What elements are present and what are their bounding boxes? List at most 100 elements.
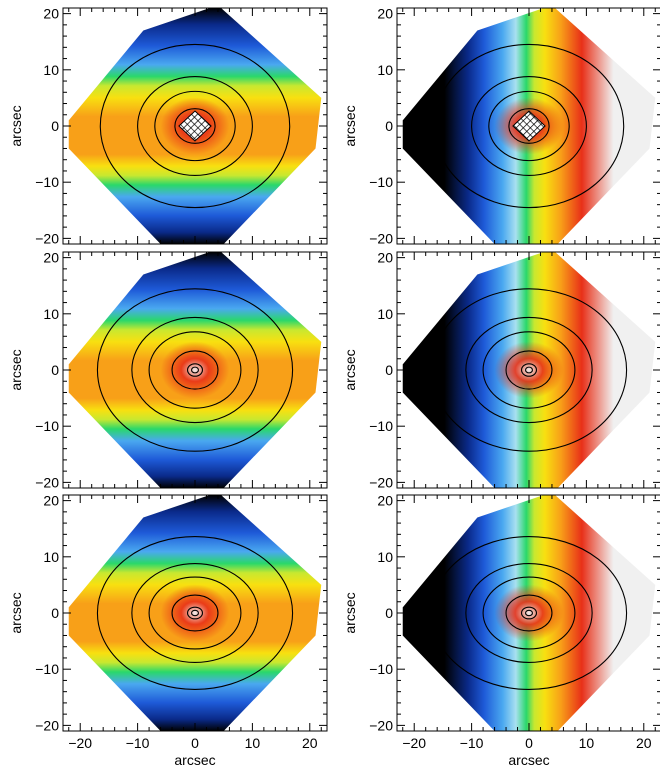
y-tick-label: 0: [385, 605, 393, 621]
y-tick-label: −20: [35, 717, 59, 733]
contour-line: [186, 606, 204, 620]
y-tick-label: 20: [377, 6, 393, 22]
panel-3-2: −20 −10 0 10 20 −20 −10 0 10 20 arcsec arcsec: [342, 493, 660, 768]
contour-line: [131, 316, 259, 424]
y-tick-label: 10: [377, 62, 393, 78]
contour-line: [96, 288, 294, 452]
tick-marks: [397, 495, 660, 731]
contour-line: [482, 576, 576, 650]
heatmap-field: [402, 495, 656, 731]
contour-line: [191, 609, 199, 617]
tick-marks: [397, 8, 660, 244]
contour-line: [488, 90, 570, 162]
panel-3-1: −20 −10 0 10 20 −20 −10 0 10 20 arcsec arcsec: [8, 493, 328, 768]
contour-set: [430, 536, 628, 690]
contour-line: [465, 316, 593, 424]
y-axis-title: arcsec: [8, 349, 24, 390]
y-tick-label: 20: [43, 250, 59, 266]
y-axis-title: arcsec: [342, 592, 358, 633]
contour-line: [148, 331, 242, 409]
y-axis-title: arcsec: [342, 105, 358, 146]
contour-set: [99, 43, 291, 209]
contour-set: [430, 288, 628, 452]
y-tick-label: 10: [43, 62, 59, 78]
y-tick-label: 0: [51, 605, 59, 621]
panel-1-1: −20 −10 0 10 20 arcsec: [8, 6, 328, 246]
y-tick-label: 20: [43, 6, 59, 22]
contour-line: [520, 363, 538, 377]
contour-line: [154, 90, 236, 162]
y-axis-title: arcsec: [342, 349, 358, 390]
contour-line: [520, 606, 538, 620]
contour-line: [137, 76, 253, 176]
contour-line: [131, 563, 259, 663]
y-tick-label: −10: [369, 661, 393, 677]
y-tick-label: 10: [377, 306, 393, 322]
contour-line: [174, 108, 216, 144]
y-tick-label: −10: [35, 174, 59, 190]
y-axis-title: arcsec: [8, 105, 24, 146]
core-glow: [494, 341, 564, 399]
x-axis-title: arcsec: [508, 752, 549, 768]
x-tick-label: −10: [460, 735, 484, 751]
y-tick-label: 20: [377, 493, 393, 509]
panel-1-2: −20 −10 0 10 20 arcsec: [342, 6, 660, 246]
y-tick-label: 20: [377, 250, 393, 266]
y-tick-label: −20: [369, 717, 393, 733]
contour-line: [505, 350, 553, 390]
contour-line: [191, 366, 199, 374]
contour-line: [471, 76, 587, 176]
y-tick-label: −10: [35, 418, 59, 434]
y-tick-label: 0: [51, 118, 59, 134]
x-tick-label: −20: [402, 735, 426, 751]
x-tick-label: 0: [191, 735, 199, 751]
y-tick-label: 0: [51, 362, 59, 378]
x-tick-label: −20: [68, 735, 92, 751]
y-tick-label: −10: [369, 418, 393, 434]
core-glow: [160, 584, 230, 642]
y-tick-label: 10: [377, 549, 393, 565]
y-tick-label: −10: [35, 661, 59, 677]
contour-line: [482, 331, 576, 409]
contour-line: [186, 363, 204, 377]
core-glow: [494, 584, 564, 642]
x-axis-title: arcsec: [174, 752, 215, 768]
contour-line: [171, 594, 219, 632]
contour-set: [96, 288, 294, 452]
y-tick-label: 10: [43, 306, 59, 322]
heatmap-field: [68, 495, 322, 731]
x-tick-label: 0: [525, 735, 533, 751]
contour-set: [433, 43, 625, 209]
panel-2-1: −20 −10 0 10 20 arcsec: [8, 250, 328, 490]
y-tick-label: 0: [385, 118, 393, 134]
core-glow: [160, 341, 230, 399]
tick-marks: [63, 495, 327, 731]
contour-line: [465, 563, 593, 663]
contour-line: [433, 43, 625, 209]
x-tick-label: −10: [126, 735, 150, 751]
contour-line: [430, 288, 628, 452]
contour-line: [430, 536, 628, 690]
x-tick-label: 10: [245, 735, 261, 751]
y-tick-label: 20: [43, 493, 59, 509]
x-tick-label: 20: [302, 735, 318, 751]
x-tick-label: 20: [636, 735, 652, 751]
masked-center: [178, 110, 212, 142]
y-tick-label: −20: [369, 230, 393, 246]
y-axis-title: arcsec: [8, 592, 24, 633]
contour-line: [508, 108, 550, 144]
y-tick-label: −20: [35, 474, 59, 490]
contour-line: [148, 576, 242, 650]
contour-line: [99, 43, 291, 209]
y-tick-label: −20: [35, 230, 59, 246]
contour-line: [505, 594, 553, 632]
heatmap-field: [402, 252, 656, 488]
contour-line: [525, 609, 533, 617]
contour-line: [171, 350, 219, 390]
y-tick-label: −10: [369, 174, 393, 190]
contour-set: [96, 536, 294, 690]
x-tick-label: 10: [579, 735, 595, 751]
y-tick-label: −20: [369, 474, 393, 490]
panel-2-2: −20 −10 0 10 20 arcsec: [342, 250, 660, 490]
